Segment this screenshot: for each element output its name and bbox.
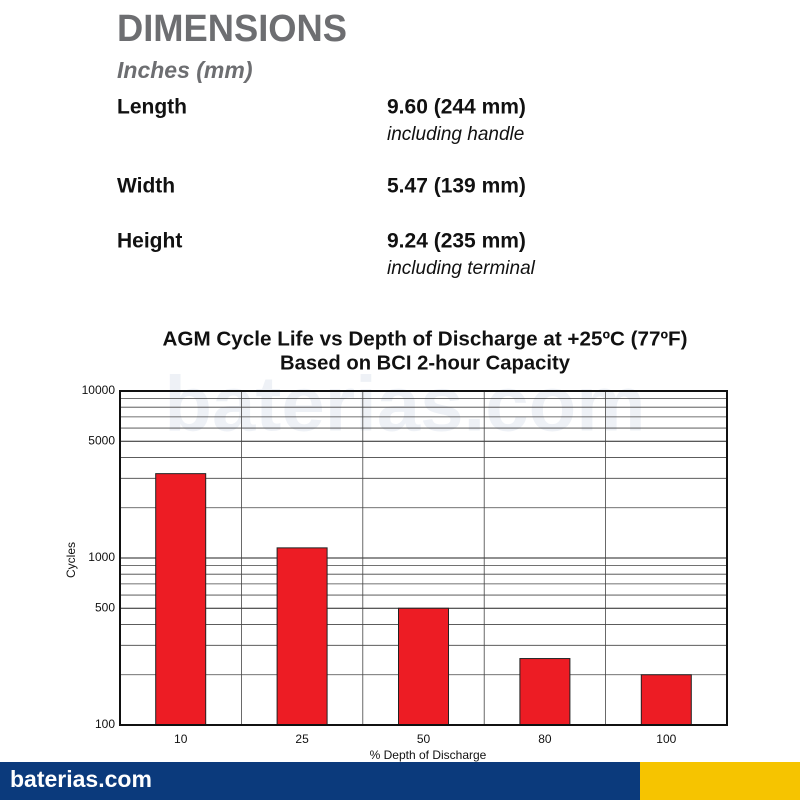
- dimension-note: including handle: [387, 124, 524, 145]
- plot-frame: [119, 390, 728, 726]
- y-tick-label: 1000: [88, 550, 115, 564]
- x-tick-label: 25: [295, 732, 309, 746]
- y-tick-label: 500: [95, 600, 115, 614]
- dimension-note: including terminal: [387, 258, 536, 279]
- dimension-label: Width: [117, 175, 175, 198]
- footer-brand: baterias.com: [10, 766, 152, 792]
- footer-accent: [640, 762, 800, 800]
- bar: [640, 674, 692, 726]
- bar: [155, 473, 207, 726]
- title: DIMENSIONS: [117, 8, 347, 50]
- bar: [398, 607, 449, 726]
- dimension-label: Length: [117, 96, 187, 119]
- chart-title: Based on BCI 2-hour Capacity: [280, 352, 571, 374]
- dimensions: Length 9.60 (244 mm) including handle Width…: [117, 96, 536, 279]
- chart-title: AGM Cycle Life vs Depth of Discharge at …: [163, 328, 688, 350]
- x-axis-label: % Depth of Discharge: [370, 748, 487, 762]
- x-tick-label: 10: [174, 732, 188, 746]
- y-tick-label: 100: [95, 717, 115, 731]
- footer-band: [0, 762, 640, 800]
- dimension-value: 9.60 (244 mm): [387, 96, 526, 119]
- y-axis-label: Cycles: [64, 542, 78, 578]
- subtitle: Inches (mm): [117, 57, 252, 83]
- dimension-label: Height: [117, 230, 182, 253]
- y-tick-label: 5000: [88, 433, 115, 447]
- chart: AGM Cycle Life vs Depth of Discharge at …: [64, 328, 728, 762]
- y-tick-label: 10000: [82, 383, 116, 397]
- x-tick-label: 50: [417, 732, 431, 746]
- bar: [519, 658, 571, 726]
- x-tick-label: 80: [538, 732, 552, 746]
- dimension-value: 9.24 (235 mm): [387, 230, 526, 253]
- dimension-value: 5.47 (139 mm): [387, 175, 526, 198]
- bar: [276, 547, 328, 726]
- x-tick-label: 100: [656, 732, 676, 746]
- watermark: baterias.com: [164, 360, 645, 448]
